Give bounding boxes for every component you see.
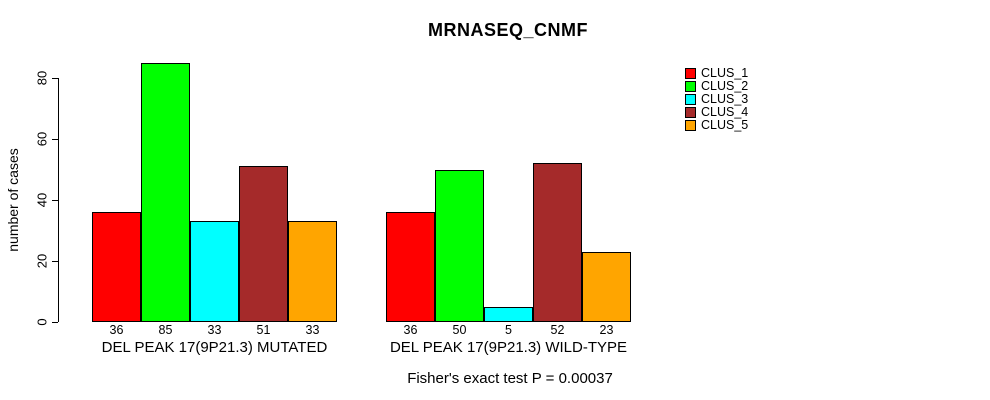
y-axis-line (58, 78, 59, 322)
y-tick-mark (52, 78, 58, 79)
chart-title: MRNASEQ_CNMF (427, 20, 588, 40)
bar-clus_3 (190, 221, 239, 322)
bar-value-label: 51 (256, 323, 271, 337)
legend-swatch-clus_3 (685, 94, 696, 105)
bar-value-label: 23 (599, 323, 614, 337)
bar-value-label: 33 (207, 323, 222, 337)
bar-value-label: 36 (109, 323, 124, 337)
bar-value-label: 52 (550, 323, 565, 337)
bar-value-label: 85 (158, 323, 173, 337)
bar-clus_4 (239, 166, 288, 322)
y-tick-label: 60 (34, 131, 50, 147)
footnote-fisher-test: Fisher's exact test P = 0.00037 (407, 370, 613, 387)
legend-label: CLUS_4 (701, 105, 749, 119)
y-tick-label: 80 (34, 70, 50, 86)
bar-clus_3 (484, 306, 533, 322)
group-label: DEL PEAK 17(9P21.3) WILD-TYPE (389, 339, 628, 356)
y-tick-mark (52, 200, 58, 201)
legend-row: CLUS_5 (685, 119, 748, 132)
y-axis-label: number of cases (5, 148, 21, 252)
y-tick-mark (52, 322, 58, 323)
group-label: DEL PEAK 17(9P21.3) MUTATED (101, 339, 328, 356)
legend-swatch-clus_5 (685, 120, 696, 131)
bar-value-label: 5 (505, 323, 512, 337)
legend-row: CLUS_2 (685, 80, 748, 93)
legend-label: CLUS_5 (701, 118, 749, 132)
y-tick-label: 40 (34, 192, 50, 208)
legend-swatch-clus_2 (685, 81, 696, 92)
legend-row: CLUS_3 (685, 93, 748, 106)
bar-clus_4 (533, 163, 582, 322)
bar-clus_1 (92, 212, 141, 322)
bar-value-label: 50 (452, 323, 467, 337)
bar-value-label: 36 (403, 323, 418, 337)
bar-clus_1 (386, 212, 435, 322)
legend-row: CLUS_1 (685, 67, 748, 80)
y-tick-label: 20 (34, 253, 50, 269)
bar-clus_5 (288, 221, 337, 322)
bar-value-label: 33 (305, 323, 320, 337)
y-tick-label: 0 (34, 318, 50, 326)
legend-label: CLUS_1 (701, 66, 749, 80)
y-tick-mark (52, 139, 58, 140)
bar-clus_5 (582, 251, 631, 322)
legend-label: CLUS_3 (701, 92, 749, 106)
bar-clus_2 (435, 169, 484, 322)
legend-row: CLUS_4 (685, 106, 748, 119)
bar-clus_2 (141, 62, 190, 322)
y-tick-mark (52, 261, 58, 262)
legend-label: CLUS_2 (701, 79, 749, 93)
legend-swatch-clus_4 (685, 107, 696, 118)
legend-swatch-clus_1 (685, 68, 696, 79)
